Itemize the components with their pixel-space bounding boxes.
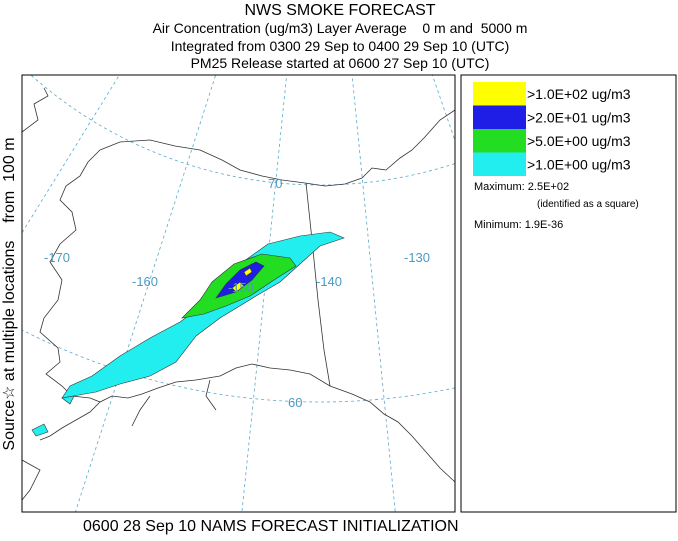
legend-swatch xyxy=(473,105,526,129)
legend: >1.0E+02 ug/m3 >2.0E+01 ug/m3 >5.0E+00 ug/… xyxy=(473,82,631,176)
meridian xyxy=(351,75,396,512)
plume-level-4 xyxy=(31,395,75,437)
legend-label: >5.0E+00 ug/m3 xyxy=(527,133,631,149)
plume-level-1 xyxy=(231,267,253,293)
maximum-note: (identified as a square) xyxy=(537,199,639,210)
footer: 0600 28 Sep 10 NAMS FORECAST INITIALIZAT… xyxy=(83,518,459,535)
coastline xyxy=(39,379,217,441)
legend-label: >1.0E+02 ug/m3 xyxy=(527,86,631,102)
legend-label: >1.0E+00 ug/m3 xyxy=(527,157,631,173)
map-label: 70 xyxy=(268,176,282,191)
title: NWS SMOKE FORECAST xyxy=(244,2,435,19)
map-label: -140 xyxy=(316,274,342,289)
legend-frame xyxy=(460,74,677,513)
map-frame xyxy=(21,74,456,513)
map-label: -160 xyxy=(132,274,158,289)
coastline xyxy=(22,459,41,501)
meridian xyxy=(241,75,288,512)
legend-swatch xyxy=(473,82,526,106)
legend-swatch xyxy=(473,152,526,176)
subtitle: Air Concentration (ug/m3) Layer Average … xyxy=(153,20,528,36)
side-label: Source☆ at multiple locations from 100 m xyxy=(1,137,18,450)
subtitle: Integrated from 0300 29 Sep to 0400 29 S… xyxy=(171,38,510,54)
map-label: -130 xyxy=(404,250,430,265)
meridian xyxy=(74,75,217,512)
maximum: Maximum: 2.5E+02 xyxy=(474,181,569,193)
meridian xyxy=(22,75,120,234)
minimum: Minimum: 1.9E-36 xyxy=(474,219,563,231)
coastline xyxy=(22,87,455,187)
legend-swatch xyxy=(473,129,526,153)
border xyxy=(305,182,331,387)
legend-label: >2.0E+01 ug/m3 xyxy=(527,110,631,126)
meridian xyxy=(431,75,455,142)
map-label: 60 xyxy=(288,395,302,410)
plume-level-4 xyxy=(61,231,345,399)
coastline xyxy=(39,149,455,483)
map-label: -150 xyxy=(228,280,254,295)
meridian xyxy=(320,0,678,536)
subtitle: PM25 Release started at 0600 27 Sep 10 (… xyxy=(191,55,490,71)
map-label: -170 xyxy=(44,250,70,265)
